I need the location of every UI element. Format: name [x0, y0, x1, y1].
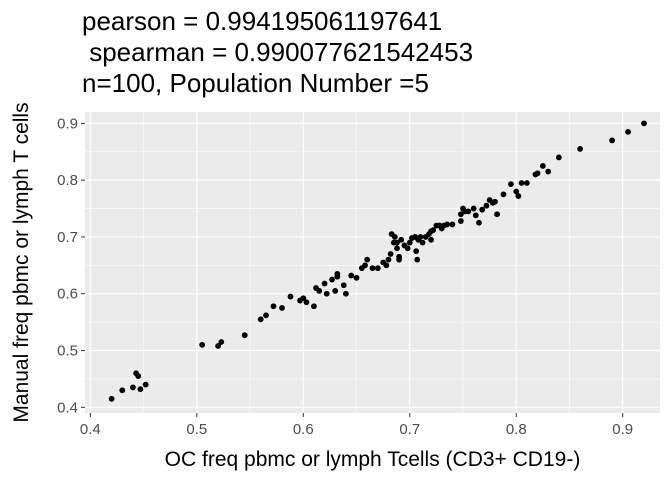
data-point — [332, 287, 339, 294]
data-point — [387, 251, 394, 257]
data-point — [518, 180, 525, 186]
data-point — [329, 276, 335, 283]
data-point — [353, 274, 360, 281]
x-axis: 0.4 0.5 0.6 0.7 0.8 0.9 — [80, 413, 633, 438]
y-tick-label: 0.9 — [57, 115, 78, 132]
chart-title: pearson = 0.994195061197641 spearman = 0… — [82, 6, 473, 99]
title-line-spearman: spearman = 0.990077621542453 — [82, 37, 474, 67]
data-point — [364, 256, 371, 263]
y-axis-title: Manual freq pbmc or lymph T cells — [10, 102, 33, 422]
data-point — [215, 343, 222, 349]
title-line-population: n=100, Population Number =5 — [82, 68, 429, 98]
data-point — [625, 128, 631, 135]
data-point — [362, 262, 368, 269]
data-point — [396, 256, 403, 263]
data-point — [513, 188, 520, 195]
data-point — [483, 202, 490, 209]
data-points — [108, 120, 647, 402]
data-point — [641, 120, 647, 127]
x-tick-label: 0.4 — [80, 421, 101, 438]
x-axis-title: OC freq pbmc or lymph Tcells (CD3+ CD19-… — [165, 448, 581, 471]
data-point — [218, 339, 225, 345]
data-point — [321, 280, 328, 287]
data-point — [465, 208, 472, 215]
data-point — [414, 256, 421, 263]
data-point — [257, 316, 264, 323]
data-point — [270, 303, 277, 310]
data-point — [348, 272, 355, 279]
data-point — [494, 211, 500, 218]
x-tick-label: 0.7 — [399, 421, 420, 438]
data-point — [369, 265, 376, 272]
data-point — [398, 236, 405, 243]
data-point — [545, 168, 552, 175]
data-point — [609, 137, 615, 144]
y-tick-label: 0.7 — [57, 229, 78, 246]
y-tick-label: 0.6 — [57, 286, 78, 303]
data-point — [406, 239, 413, 246]
data-point — [534, 170, 541, 177]
data-point — [130, 384, 136, 391]
x-tick-label: 0.9 — [612, 421, 633, 438]
major-gridlines — [85, 112, 660, 413]
data-point — [311, 303, 317, 310]
data-point — [334, 270, 341, 277]
y-axis: 0.4 0.5 0.6 0.7 0.8 0.9 — [57, 115, 85, 416]
data-point — [539, 163, 546, 169]
data-point — [383, 262, 390, 269]
data-point — [199, 341, 206, 348]
data-point — [555, 154, 562, 161]
data-point — [470, 205, 477, 212]
data-point — [457, 218, 464, 224]
data-point — [476, 219, 482, 226]
data-point — [394, 239, 400, 246]
data-point — [287, 293, 294, 300]
data-point — [316, 287, 323, 294]
data-point — [137, 386, 144, 393]
data-point — [577, 146, 584, 152]
data-point — [385, 256, 392, 263]
y-tick-label: 0.4 — [57, 399, 78, 416]
data-point — [413, 248, 420, 255]
data-point — [323, 290, 330, 297]
data-point — [300, 295, 307, 302]
y-tick-label: 0.5 — [57, 343, 78, 360]
data-point — [119, 387, 126, 394]
data-point — [508, 181, 514, 188]
data-point — [472, 212, 479, 219]
data-point — [303, 299, 310, 306]
y-tick-label: 0.8 — [57, 172, 78, 189]
data-point — [492, 198, 498, 205]
data-point — [279, 305, 285, 311]
data-point — [444, 221, 450, 228]
data-point — [500, 191, 507, 198]
data-point — [241, 332, 248, 339]
data-point — [428, 236, 434, 243]
data-point — [430, 227, 437, 234]
data-point — [515, 193, 522, 199]
data-point — [417, 234, 424, 240]
data-point — [342, 290, 349, 297]
x-tick-label: 0.5 — [186, 421, 207, 438]
data-point — [523, 180, 530, 186]
data-point — [449, 221, 456, 228]
data-point — [340, 282, 347, 289]
data-point — [391, 234, 398, 240]
data-point — [394, 245, 400, 252]
x-tick-label: 0.8 — [506, 421, 527, 438]
data-point — [142, 381, 149, 388]
data-point — [263, 312, 269, 319]
data-point — [108, 395, 115, 402]
data-point — [479, 206, 486, 213]
data-point — [135, 373, 142, 379]
x-tick-label: 0.6 — [293, 421, 314, 438]
plot-panel — [85, 112, 660, 413]
data-point — [419, 239, 426, 246]
data-point — [457, 211, 464, 218]
title-line-pearson: pearson = 0.994195061197641 — [82, 6, 443, 36]
data-point — [404, 245, 411, 252]
data-point — [374, 265, 381, 272]
